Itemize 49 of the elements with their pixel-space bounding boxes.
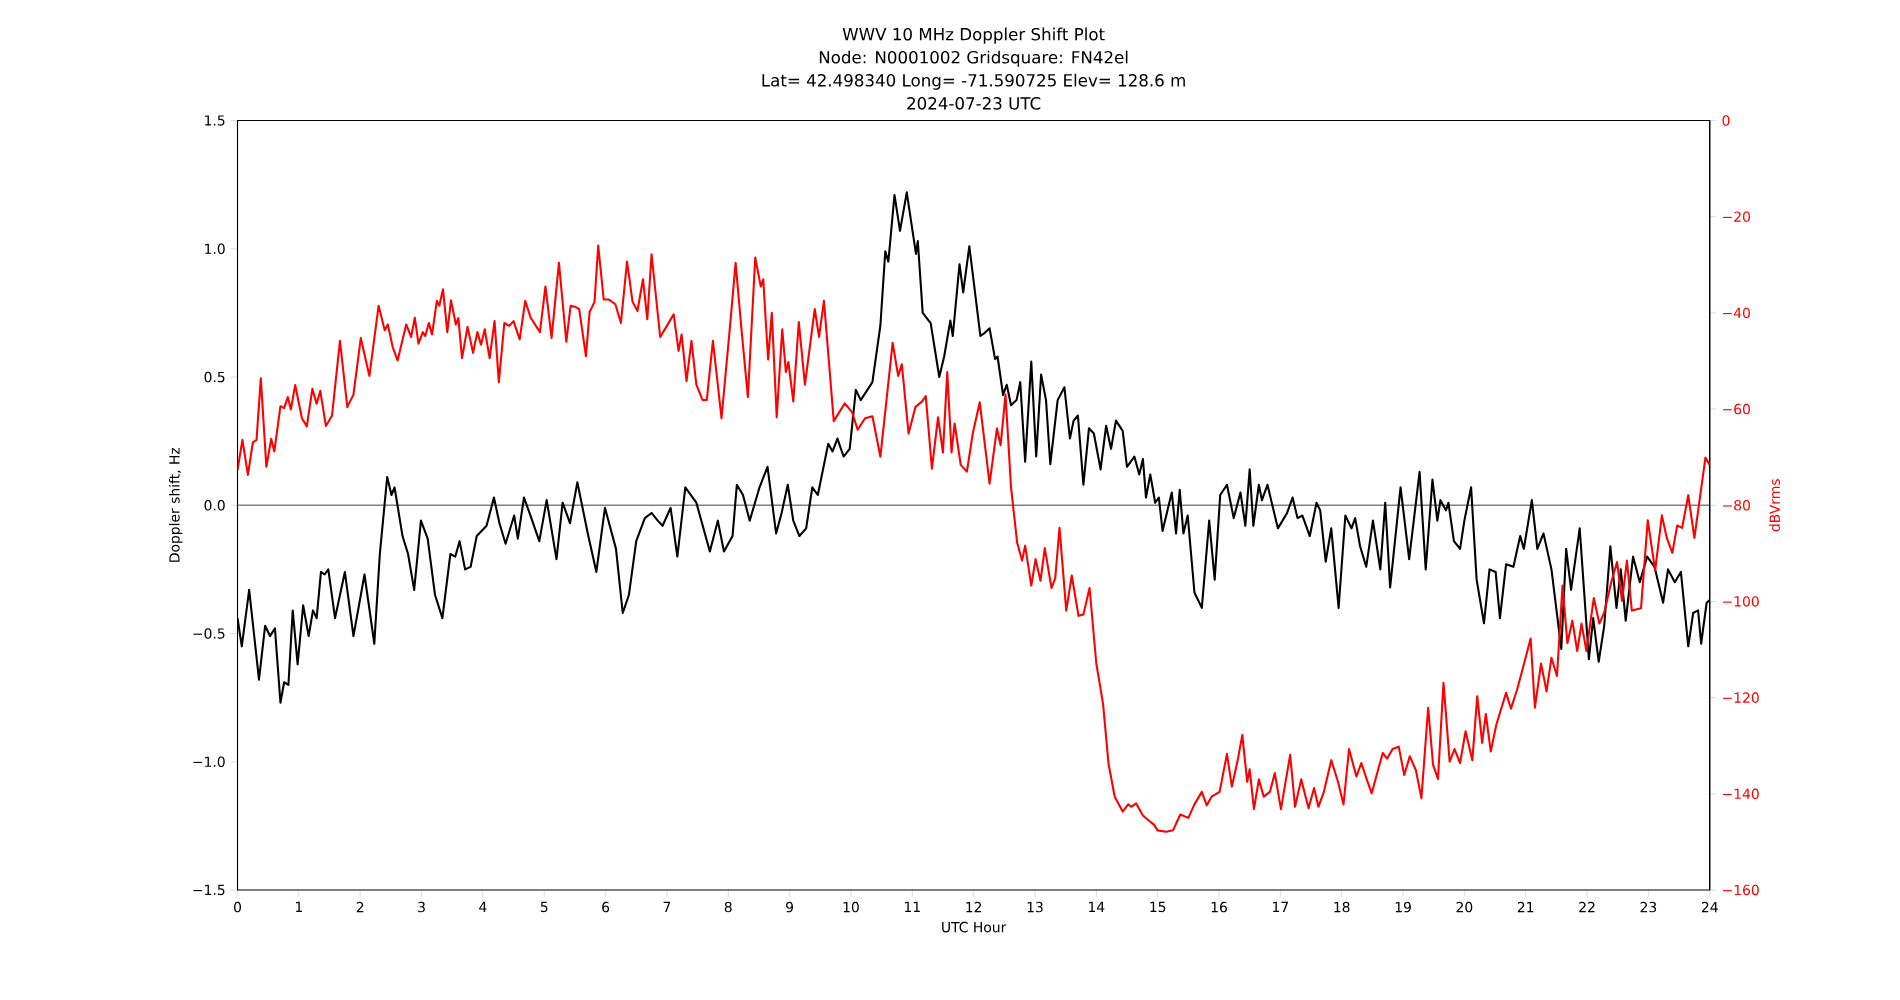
x-tick-label: 19: [1395, 901, 1411, 913]
x-tick-label: 9: [786, 901, 794, 913]
y2-axis-title: dBVrms: [1769, 479, 1781, 532]
y-tick-label: 1.5: [205, 115, 225, 126]
text: Lat= 42.498340 Long= -71.590725 Elev= 128.6 m: [762, 73, 1185, 90]
y-axis-title: Doppler shift, Hz: [168, 447, 183, 562]
y-tick-label: −1.5: [193, 884, 225, 896]
x-axis-title: UTC Hour: [942, 921, 1007, 933]
x-tick-label: 1: [295, 901, 302, 912]
x-tick-label: 12: [966, 901, 982, 913]
line-series: [237, 244, 1710, 833]
y2-tick-label: −20: [1723, 211, 1750, 222]
x-tick-label: 0: [234, 901, 242, 913]
y2-tick-label: −80: [1723, 499, 1750, 511]
x-tick-label: 3: [418, 901, 425, 913]
x-tick-label: 23: [1640, 901, 1657, 913]
x-tick-label: 10: [843, 901, 859, 913]
text: 2024-07-23 UTC: [907, 97, 1041, 110]
chart-subtitle: Node: N0001002 Gridsquare: FN42el: [819, 50, 1128, 67]
y2-tick-label: −60: [1723, 403, 1750, 415]
y2-tick-label: −100: [1723, 596, 1759, 607]
x-tick-label: 5: [540, 901, 548, 913]
x-tick-label: 14: [1088, 901, 1105, 912]
y2-tick-label: −160: [1723, 884, 1759, 896]
y-tick-label: −0.5: [193, 628, 225, 639]
y-tick-label: 0.5: [204, 371, 225, 383]
x-tick-label: 24: [1701, 901, 1718, 913]
y2-tick-label: −120: [1723, 692, 1759, 703]
y2-tick-label: −140: [1723, 788, 1759, 800]
x-tick-label: 8: [724, 901, 732, 913]
x-tick-label: 16: [1211, 901, 1227, 913]
x-tick-label: 11: [904, 901, 920, 912]
x-tick-label: 15: [1150, 901, 1166, 913]
x-tick-label: 21: [1517, 901, 1534, 913]
y2-tick-label: −40: [1723, 307, 1750, 319]
y-tick-label: 0.0: [204, 500, 225, 511]
y-tick-label: 1.0: [205, 243, 225, 255]
x-tick-label: 4: [479, 901, 487, 912]
x-tick-label: 22: [1579, 901, 1595, 913]
x-tick-label: 7: [663, 901, 671, 912]
x-tick-label: 17: [1273, 901, 1288, 912]
y-tick-label: −1.0: [193, 756, 225, 767]
x-tick-label: 20: [1456, 901, 1473, 913]
y2-tick-label: 0: [1722, 115, 1730, 126]
chart-title: WWV 10 MHz Doppler Shift Plot: [842, 27, 1105, 44]
x-tick-label: 18: [1334, 901, 1350, 913]
x-tick-label: 6: [602, 901, 610, 913]
x-tick-label: 13: [1027, 901, 1043, 913]
x-tick-label: 2: [356, 901, 364, 913]
